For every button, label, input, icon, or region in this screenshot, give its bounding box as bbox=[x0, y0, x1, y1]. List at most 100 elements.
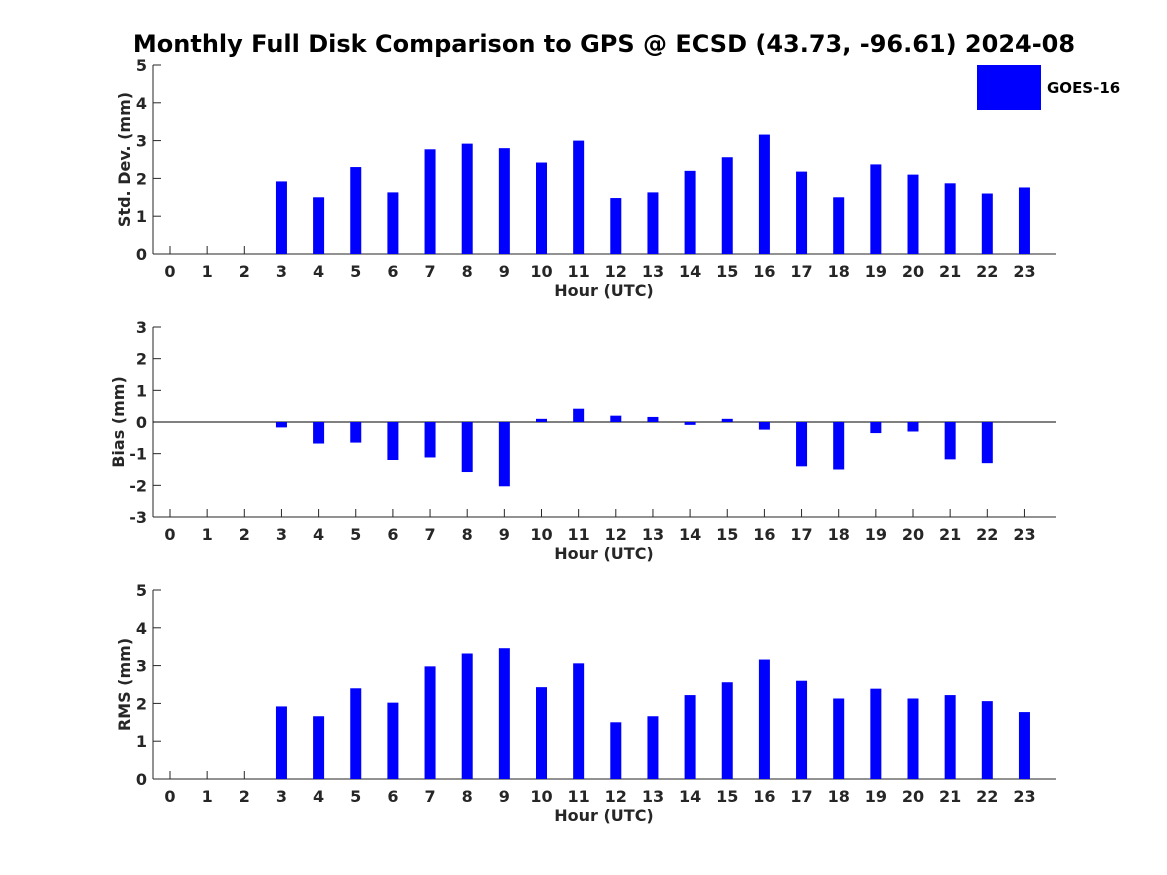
x-tick-label: 22 bbox=[976, 262, 998, 281]
x-tick-label: 3 bbox=[276, 525, 287, 544]
x-tick-label: 21 bbox=[939, 787, 961, 806]
bar-hour-16 bbox=[758, 422, 770, 430]
x-axis-label: Hour (UTC) bbox=[554, 281, 654, 300]
bar-hour-21 bbox=[944, 422, 956, 460]
bar-hour-20 bbox=[907, 422, 919, 432]
x-tick-label: 1 bbox=[202, 525, 213, 544]
bar-hour-13 bbox=[647, 716, 659, 779]
y-tick-label: -2 bbox=[129, 476, 147, 495]
bar-hour-16 bbox=[758, 134, 770, 254]
bar-hour-16 bbox=[758, 659, 770, 779]
x-tick-label: 0 bbox=[164, 787, 175, 806]
x-tick-label: 17 bbox=[790, 787, 812, 806]
x-tick-label: 4 bbox=[313, 787, 324, 806]
bar-hour-14 bbox=[684, 695, 696, 779]
bar-hour-15 bbox=[721, 418, 733, 422]
y-tick-label: 1 bbox=[136, 207, 147, 226]
x-tick-label: 5 bbox=[350, 525, 361, 544]
x-tick-label: 1 bbox=[202, 787, 213, 806]
legend-swatch bbox=[977, 65, 1041, 110]
bar-hour-14 bbox=[684, 422, 696, 425]
x-tick-label: 3 bbox=[276, 262, 287, 281]
y-tick-label: 1 bbox=[136, 732, 147, 751]
x-tick-label: 23 bbox=[1013, 787, 1035, 806]
x-tick-label: 11 bbox=[568, 787, 590, 806]
x-tick-label: 16 bbox=[753, 525, 775, 544]
x-tick-label: 11 bbox=[568, 262, 590, 281]
bar-hour-11 bbox=[573, 140, 585, 254]
bar-hour-21 bbox=[944, 695, 956, 779]
y-axis-label: RMS (mm) bbox=[115, 638, 134, 731]
x-tick-label: 2 bbox=[239, 787, 250, 806]
x-tick-label: 23 bbox=[1013, 525, 1035, 544]
x-tick-label: 16 bbox=[753, 787, 775, 806]
y-tick-label: 5 bbox=[136, 581, 147, 600]
bar-hour-8 bbox=[461, 143, 473, 254]
x-tick-label: 20 bbox=[902, 787, 924, 806]
bar-hour-6 bbox=[387, 702, 399, 779]
x-tick-label: 5 bbox=[350, 262, 361, 281]
bar-hour-22 bbox=[981, 422, 993, 464]
legend: GOES-16 bbox=[977, 65, 1120, 110]
y-tick-label: 5 bbox=[136, 56, 147, 75]
x-tick-label: 15 bbox=[716, 262, 738, 281]
bar-hour-11 bbox=[573, 663, 585, 779]
bar-hour-6 bbox=[387, 422, 399, 460]
y-tick-label: 2 bbox=[136, 169, 147, 188]
x-tick-label: 5 bbox=[350, 787, 361, 806]
bar-hour-19 bbox=[870, 164, 882, 254]
bar-hour-5 bbox=[350, 688, 362, 779]
bar-hour-4 bbox=[313, 197, 325, 254]
bar-hour-13 bbox=[647, 192, 659, 254]
bar-hour-17 bbox=[796, 680, 808, 779]
x-tick-label: 13 bbox=[642, 262, 664, 281]
bar-hour-9 bbox=[498, 422, 510, 487]
bar-hour-12 bbox=[610, 722, 622, 779]
x-tick-label: 15 bbox=[716, 787, 738, 806]
x-axis-label: Hour (UTC) bbox=[554, 544, 654, 563]
bar-hour-13 bbox=[647, 416, 659, 422]
x-tick-label: 14 bbox=[679, 787, 701, 806]
bar-hour-11 bbox=[573, 408, 585, 422]
bar-hour-7 bbox=[424, 666, 436, 779]
bar-hour-18 bbox=[833, 698, 845, 779]
x-tick-label: 13 bbox=[642, 787, 664, 806]
bar-hour-9 bbox=[498, 148, 510, 254]
y-tick-label: 0 bbox=[136, 413, 147, 432]
bar-hour-10 bbox=[536, 418, 547, 422]
x-tick-label: 2 bbox=[239, 262, 250, 281]
legend-label: GOES-16 bbox=[1047, 79, 1120, 97]
x-tick-label: 4 bbox=[313, 262, 324, 281]
y-tick-label: 4 bbox=[136, 94, 147, 113]
x-tick-label: 6 bbox=[387, 525, 398, 544]
y-tick-label: 4 bbox=[136, 619, 147, 638]
x-tick-label: 6 bbox=[387, 262, 398, 281]
x-tick-label: 17 bbox=[790, 262, 812, 281]
x-tick-label: 10 bbox=[530, 787, 552, 806]
bar-hour-23 bbox=[1018, 187, 1030, 254]
x-tick-label: 22 bbox=[976, 787, 998, 806]
bar-hour-15 bbox=[721, 157, 733, 254]
x-tick-label: 17 bbox=[790, 525, 812, 544]
y-axis-label: Bias (mm) bbox=[109, 376, 128, 468]
bar-hour-3 bbox=[275, 706, 287, 779]
x-tick-label: 6 bbox=[387, 787, 398, 806]
x-tick-label: 12 bbox=[605, 525, 627, 544]
bar-hour-18 bbox=[833, 197, 845, 254]
y-tick-label: 3 bbox=[136, 657, 147, 676]
x-tick-label: 10 bbox=[530, 262, 552, 281]
x-tick-label: 9 bbox=[499, 787, 510, 806]
x-tick-label: 7 bbox=[424, 262, 435, 281]
x-tick-label: 21 bbox=[939, 262, 961, 281]
bar-hour-22 bbox=[981, 193, 993, 254]
x-tick-label: 0 bbox=[164, 525, 175, 544]
x-tick-label: 3 bbox=[276, 787, 287, 806]
bar-hour-10 bbox=[536, 687, 547, 779]
x-tick-label: 2 bbox=[239, 525, 250, 544]
bar-hour-18 bbox=[833, 422, 845, 470]
bar-hour-5 bbox=[350, 167, 362, 254]
chart-title: Monthly Full Disk Comparison to GPS @ EC… bbox=[133, 30, 1075, 58]
